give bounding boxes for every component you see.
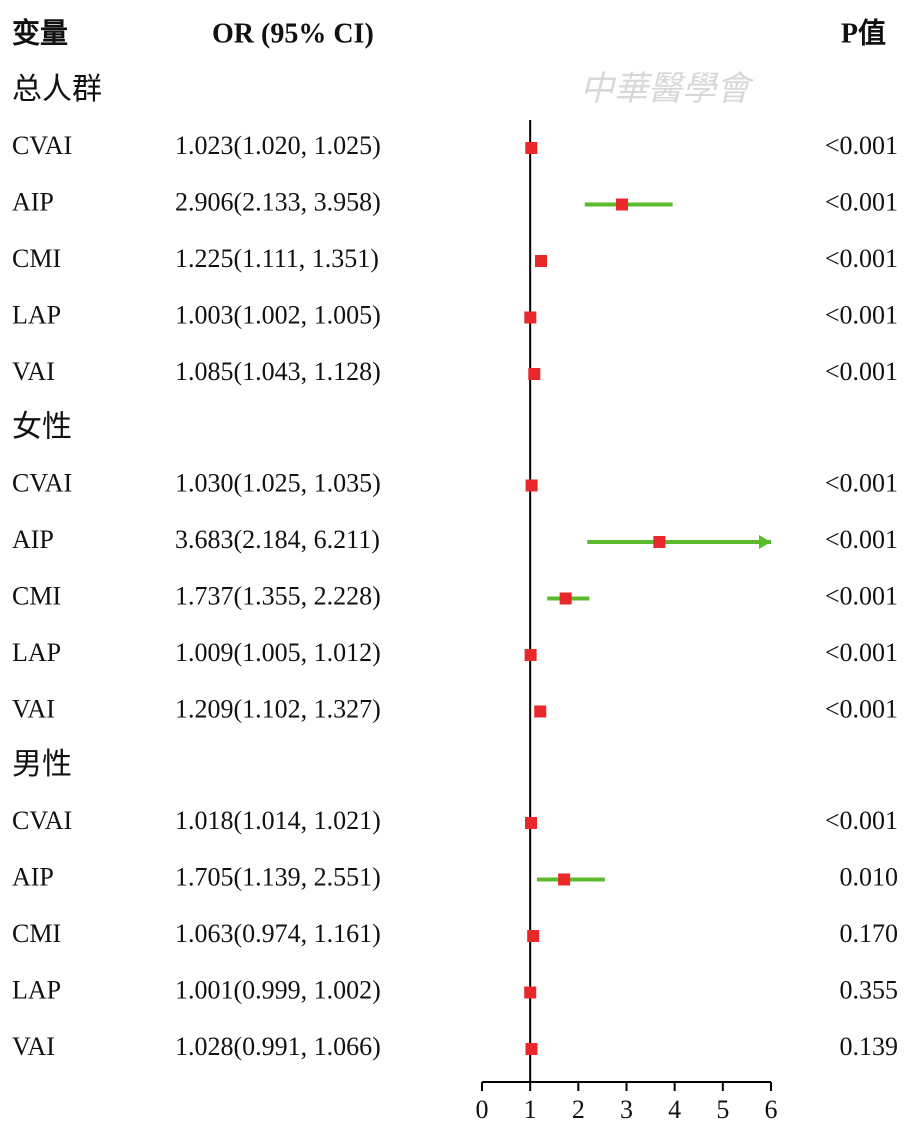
or-point [525, 479, 538, 492]
p-value: <0.001 [825, 468, 898, 497]
or-point [528, 368, 541, 380]
p-value: <0.001 [825, 131, 898, 160]
p-value: <0.001 [825, 638, 898, 667]
or-ci-label: 1.009(1.005, 1.012) [175, 638, 381, 667]
p-value: 0.170 [840, 919, 899, 948]
x-tick-label: 1 [524, 1095, 537, 1124]
p-value: <0.001 [825, 300, 898, 329]
or-ci-label: 2.906(2.133, 3.958) [175, 187, 381, 216]
variable-label: VAI [12, 1032, 55, 1061]
p-value: <0.001 [825, 525, 898, 554]
variable-label: VAI [12, 694, 55, 723]
variable-label: CVAI [12, 468, 72, 497]
p-value: <0.001 [825, 581, 898, 610]
or-ci-label: 3.683(2.184, 6.211) [175, 525, 380, 554]
p-value: <0.001 [825, 187, 898, 216]
header-or: OR (95% CI) [212, 18, 374, 49]
x-tick-label: 4 [668, 1095, 681, 1124]
p-value: 0.355 [840, 975, 899, 1004]
or-ci-label: 1.028(0.991, 1.066) [175, 1032, 381, 1061]
or-point [524, 311, 537, 324]
or-ci-label: 1.018(1.014, 1.021) [175, 806, 381, 835]
or-point [525, 142, 538, 154]
or-point [535, 255, 548, 267]
or-point [534, 705, 547, 718]
p-value: <0.001 [825, 694, 898, 723]
or-point [653, 536, 666, 548]
or-point [559, 592, 572, 605]
or-point [524, 986, 537, 999]
or-point [525, 1043, 538, 1055]
variable-label: AIP [12, 525, 54, 554]
group-label: 男性 [12, 748, 72, 781]
p-value: 0.139 [840, 1032, 899, 1061]
x-tick-label: 2 [572, 1095, 585, 1124]
or-point [615, 198, 628, 211]
or-ci-label: 1.023(1.020, 1.025) [175, 131, 381, 160]
x-tick-label: 3 [620, 1095, 633, 1124]
variable-label: VAI [12, 357, 55, 386]
variable-label: AIP [12, 862, 54, 891]
variable-label: CVAI [12, 131, 72, 160]
ci-arrow [759, 535, 771, 549]
variable-label: CMI [12, 581, 61, 610]
header-variable: 变量 [12, 16, 68, 49]
or-ci-label: 1.737(1.355, 2.228) [175, 581, 381, 610]
or-point [558, 873, 571, 886]
variable-label: LAP [12, 300, 61, 329]
or-point [525, 817, 538, 829]
p-value: 0.010 [840, 862, 899, 891]
variable-label: LAP [12, 975, 61, 1004]
p-value: <0.001 [825, 806, 898, 835]
p-value: <0.001 [825, 357, 898, 386]
or-ci-label: 1.209(1.102, 1.327) [175, 694, 381, 723]
x-tick-label: 5 [716, 1095, 729, 1124]
variable-label: AIP [12, 187, 54, 216]
or-ci-label: 1.085(1.043, 1.128) [175, 357, 381, 386]
group-label: 总人群 [12, 73, 102, 106]
header-p: P值 [841, 17, 886, 49]
variable-label: CMI [12, 244, 61, 273]
or-ci-label: 1.705(1.139, 2.551) [175, 862, 381, 891]
or-ci-label: 1.030(1.025, 1.035) [175, 468, 381, 497]
variable-label: CVAI [12, 806, 72, 835]
x-tick-label: 6 [765, 1095, 778, 1124]
group-label: 女性 [12, 410, 72, 443]
or-ci-label: 1.225(1.111, 1.351) [175, 244, 379, 273]
or-point [527, 930, 540, 942]
variable-label: CMI [12, 919, 61, 948]
or-ci-label: 1.001(0.999, 1.002) [175, 975, 381, 1004]
variable-label: LAP [12, 638, 61, 667]
or-ci-label: 1.063(0.974, 1.161) [175, 919, 381, 948]
p-value: <0.001 [825, 244, 898, 273]
or-point [524, 649, 537, 661]
watermark: 中華醫學會 [580, 71, 755, 108]
or-ci-label: 1.003(1.002, 1.005) [175, 300, 381, 329]
x-tick-label: 0 [476, 1095, 489, 1124]
